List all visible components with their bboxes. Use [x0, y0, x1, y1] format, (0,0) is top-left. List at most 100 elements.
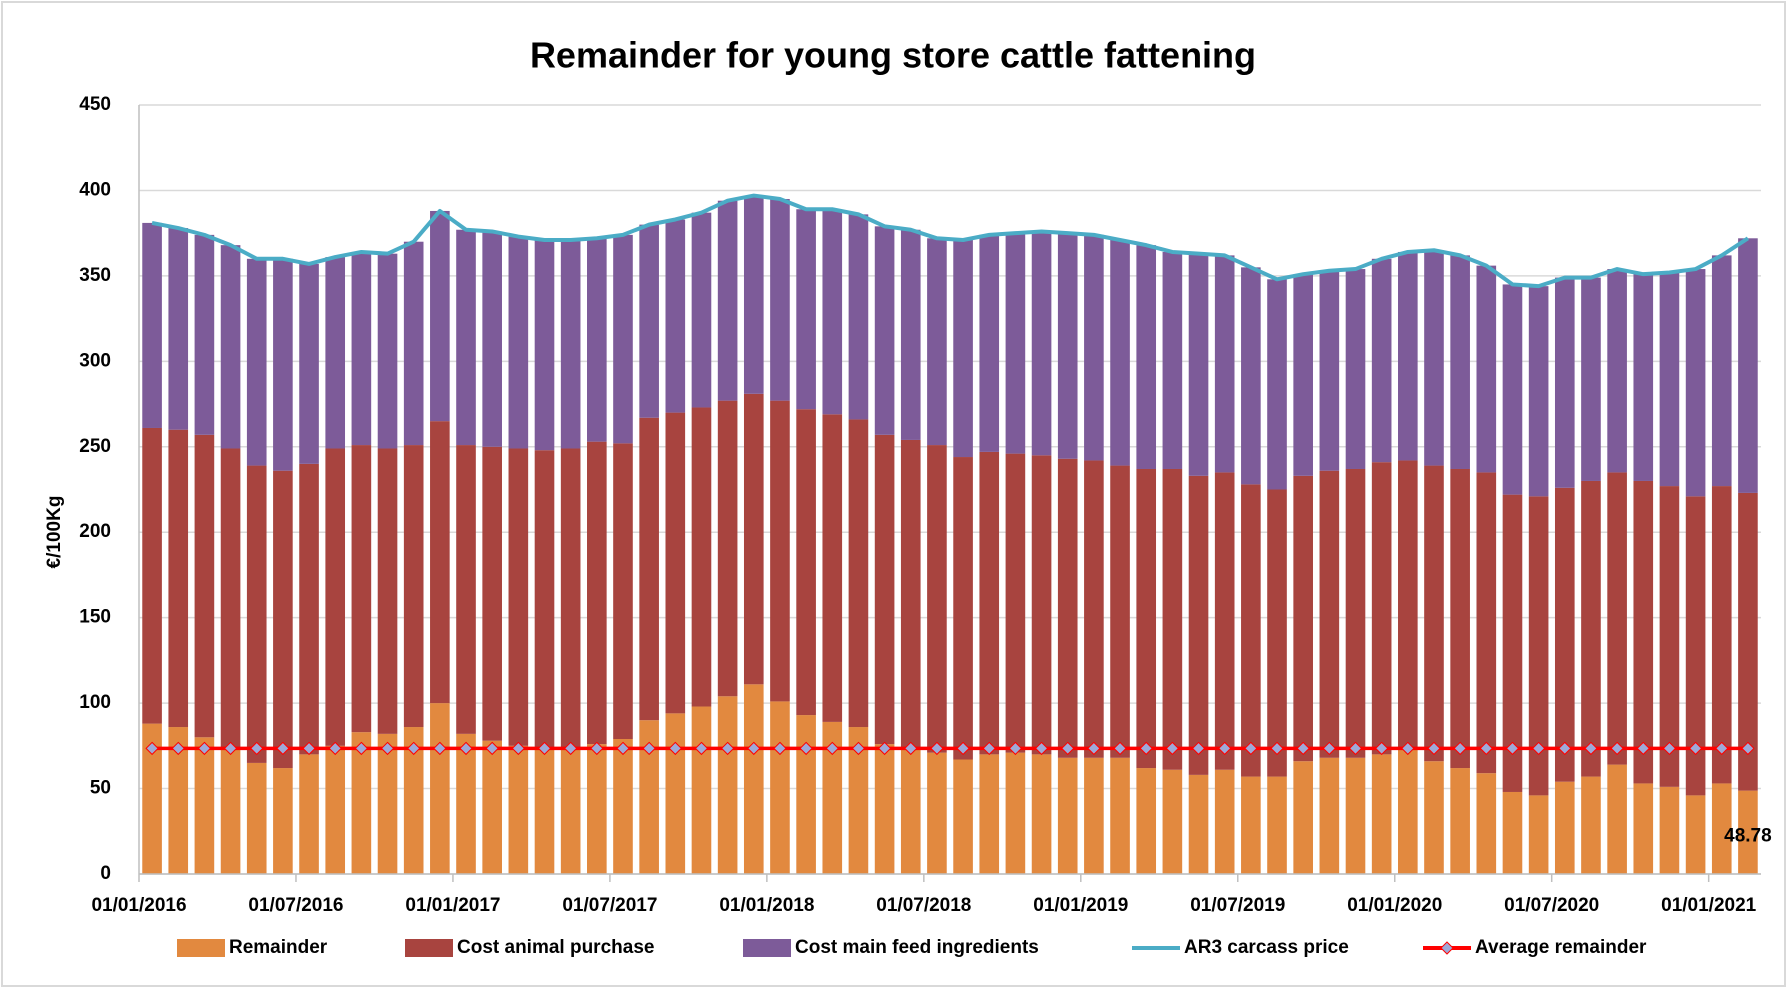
bar: [534, 749, 555, 874]
bar: [1424, 250, 1444, 466]
bar: [796, 209, 816, 410]
marker: [1008, 741, 1023, 756]
bar: [1005, 233, 1026, 454]
marker: [1505, 741, 1520, 756]
bar: [613, 738, 633, 874]
x-tick-label: 01/01/2020: [1347, 895, 1442, 916]
bar: [299, 754, 319, 874]
marker: [1453, 741, 1467, 756]
bar: [508, 448, 529, 746]
bar: [351, 251, 372, 446]
bar: [1345, 468, 1366, 758]
bar: [1267, 489, 1287, 777]
bar: [743, 393, 764, 685]
bar: [979, 451, 1000, 755]
x-tick-label: 01/01/2017: [405, 895, 500, 916]
bar: [1711, 783, 1732, 874]
bar: [142, 427, 162, 724]
legend-label: Average remainder: [1475, 937, 1647, 958]
marker: [197, 741, 212, 756]
bar: [1031, 455, 1052, 755]
bar: [1633, 274, 1654, 481]
marker: [1296, 741, 1310, 756]
legend-label: Remainder: [229, 937, 328, 958]
bar: [1607, 764, 1627, 874]
marker: [1322, 741, 1337, 756]
legend-label: AR3 carcass price: [1184, 937, 1349, 958]
bar: [403, 727, 424, 874]
legend-label: Cost animal purchase: [457, 937, 654, 958]
bar: [874, 226, 895, 435]
y-tick-label: 250: [79, 436, 111, 457]
bar: [1241, 267, 1261, 485]
bar: [1005, 453, 1026, 753]
bar: [299, 463, 319, 755]
marker: [302, 741, 316, 756]
bar: [665, 219, 686, 413]
bar: [1685, 496, 1706, 796]
marker: [145, 741, 159, 756]
bar: [430, 210, 450, 422]
bar: [639, 720, 659, 874]
bar: [168, 429, 189, 728]
bar: [587, 441, 607, 745]
x-tick-label: 01/07/2016: [248, 895, 343, 916]
bar: [1607, 269, 1627, 473]
bar: [822, 721, 843, 874]
bar: [1476, 773, 1497, 874]
bar: [900, 747, 921, 874]
bar: [900, 439, 921, 748]
legend-marker: [1440, 941, 1454, 955]
bar: [1738, 790, 1758, 874]
marker: [1244, 741, 1258, 756]
bar: [273, 768, 293, 874]
bar: [325, 448, 346, 746]
bar: [1398, 460, 1418, 750]
bar: [1188, 774, 1209, 874]
marker: [1479, 741, 1494, 756]
bar: [246, 258, 267, 466]
marker: [747, 741, 761, 756]
bar: [874, 434, 895, 745]
marker: [537, 741, 552, 756]
marker: [956, 741, 970, 756]
legend-swatch: [405, 939, 453, 957]
bar: [848, 727, 869, 874]
bar: [1685, 269, 1706, 497]
bar: [1057, 233, 1078, 459]
bar: [1162, 769, 1183, 874]
bar: [168, 727, 189, 874]
marker: [1584, 741, 1598, 756]
marker: [773, 741, 787, 756]
bar: [639, 417, 659, 721]
marker: [1139, 741, 1153, 756]
y-tick-label: 150: [79, 607, 111, 628]
data-label: 48.78: [1724, 826, 1772, 847]
bar: [1371, 754, 1392, 874]
bar: [1528, 795, 1549, 874]
bar: [1450, 255, 1470, 469]
bar: [1502, 284, 1523, 495]
x-tick-label: 01/01/2018: [719, 895, 814, 916]
bar: [665, 713, 686, 874]
marker: [354, 741, 369, 756]
marker: [1636, 741, 1650, 756]
bar: [1084, 757, 1104, 874]
bar: [822, 414, 843, 722]
bar: [1398, 251, 1418, 461]
marker: [1427, 741, 1441, 756]
bar: [482, 446, 502, 741]
bar: [796, 715, 816, 874]
x-tick-label: 01/07/2018: [876, 895, 971, 916]
bar: [691, 212, 712, 408]
legend-swatch: [743, 939, 791, 957]
marker: [511, 741, 526, 756]
bar: [1293, 475, 1313, 762]
bar: [482, 231, 502, 447]
bar: [1607, 472, 1627, 765]
bar: [1371, 258, 1392, 463]
marker: [1715, 741, 1729, 756]
bar: [1267, 279, 1287, 490]
bar: [639, 224, 659, 418]
bar: [194, 737, 215, 874]
